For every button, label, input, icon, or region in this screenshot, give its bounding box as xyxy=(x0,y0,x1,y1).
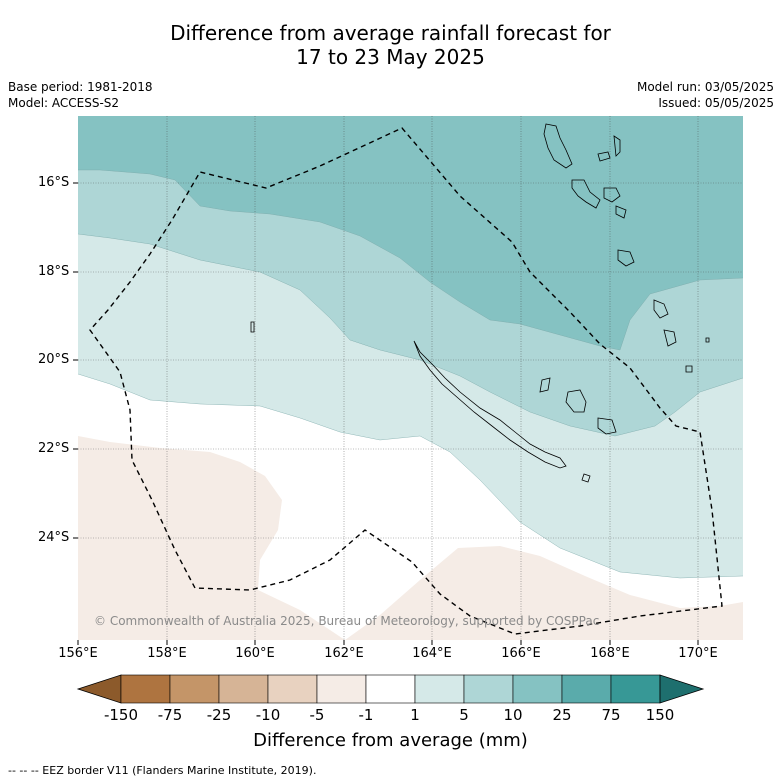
colorbar-tick-label: -10 xyxy=(255,706,281,724)
band-5-10 xyxy=(78,116,743,578)
colorbar-segment xyxy=(463,674,514,704)
colorbar-tick-label: -25 xyxy=(206,706,232,724)
eez-legend-note: -- -- -- EEZ border V11 (Flanders Marine… xyxy=(8,764,317,777)
eez-border xyxy=(89,127,723,635)
model-run: Model run: 03/05/2025 xyxy=(636,80,774,94)
chart-title-line1: Difference from average rainfall forecas… xyxy=(170,21,611,45)
lon-label: 156°E xyxy=(58,646,98,661)
colorbar-tick-label: -75 xyxy=(157,706,183,724)
colorbar-segment xyxy=(218,674,269,704)
lon-label: 168°E xyxy=(590,646,630,661)
base-period: Base period: 1981-2018 xyxy=(8,80,153,94)
colorbar-segment xyxy=(414,674,465,704)
band-neutral xyxy=(78,116,743,640)
lon-label: 160°E xyxy=(235,646,275,661)
colorbar-tick-label: -5 xyxy=(309,706,325,724)
model-name: Model: ACCESS-S2 xyxy=(8,96,120,110)
colorbar-segment xyxy=(610,674,661,704)
chart-title-line2: 17 to 23 May 2025 xyxy=(296,45,485,69)
lat-label: 18°S xyxy=(38,264,70,279)
colorbar-tick-label: 75 xyxy=(601,706,621,724)
colorbar-tick-label: 25 xyxy=(552,706,572,724)
colorbar-extend-low xyxy=(76,674,122,704)
lon-label: 162°E xyxy=(324,646,364,661)
lon-label: 170°E xyxy=(678,646,718,661)
colorbar-tick-label: 5 xyxy=(459,706,469,724)
colorbar-tick-label: -150 xyxy=(103,706,139,724)
colorbar-segment xyxy=(316,674,367,704)
copyright-notice: © Commonwealth of Australia 2025, Bureau… xyxy=(94,614,600,628)
lat-label: 24°S xyxy=(38,530,70,545)
issued-date: Issued: 05/05/2025 xyxy=(658,96,774,110)
colorbar-segment xyxy=(169,674,220,704)
band-below-minus1-south xyxy=(78,436,345,640)
colorbar xyxy=(76,674,705,704)
colorbar-tick-label: 1 xyxy=(410,706,420,724)
lat-label: 16°S xyxy=(38,175,70,190)
lon-label: 166°E xyxy=(501,646,541,661)
colorbar-extend-high xyxy=(659,674,705,704)
colorbar-segment xyxy=(561,674,612,704)
band-10-25 xyxy=(78,116,743,436)
colorbar-tick-label: 10 xyxy=(503,706,523,724)
lon-label: 164°E xyxy=(412,646,452,661)
colorbar-segment xyxy=(512,674,563,704)
colorbar-segment xyxy=(267,674,318,704)
colorbar-segment xyxy=(120,674,171,704)
colorbar-tick-label: 150 xyxy=(645,706,675,724)
colorbar-title: Difference from average (mm) xyxy=(253,730,528,751)
band-25-75 xyxy=(78,116,743,350)
colorbar-segment xyxy=(365,674,416,704)
new-caledonia-outline xyxy=(413,340,567,469)
colorbar-tick-label: -1 xyxy=(358,706,374,724)
lat-label: 20°S xyxy=(38,352,70,367)
lon-label: 158°E xyxy=(147,646,187,661)
lat-label: 22°S xyxy=(38,441,70,456)
